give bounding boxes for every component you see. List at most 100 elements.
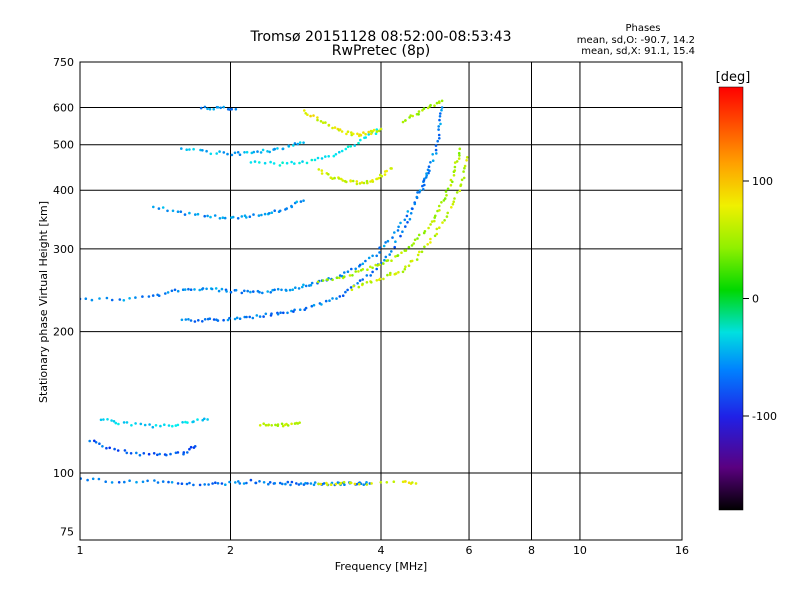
echo-point [301,285,304,289]
y-tick-label: 100 [53,467,74,480]
echo-point [341,294,345,298]
echo-point [222,105,225,109]
echo-point [335,297,338,300]
echo-point [453,165,457,169]
echo-point [392,480,396,484]
echo-point [298,308,302,312]
echo-point [266,150,269,153]
echo-point [370,281,373,284]
echo-point [264,312,268,316]
echo-point [375,279,379,282]
echo-point [356,132,359,136]
echo-point [276,424,280,428]
echo-point [258,480,261,483]
echo-point [416,191,419,194]
echo-point [123,449,127,452]
echo-point [437,204,441,208]
echo-point [183,213,187,216]
echo-point [161,480,165,483]
echo-point [272,162,276,165]
echo-point [364,132,367,136]
echo-point [269,291,273,294]
echo-point [369,265,372,269]
echo-point [378,263,382,266]
echo-point [443,197,447,200]
echo-point [438,115,442,118]
echo-point [181,421,184,424]
echo-point [304,284,308,288]
echo-point [332,154,336,158]
echo-point [463,166,466,170]
echo-point [320,169,324,172]
echo-point [374,132,378,135]
axis-ticks: 1 2 4 6 8 10 16 75 100 200 300 400 500 600 750 [53,56,689,557]
echo-point [339,481,343,485]
echo-point [310,281,314,285]
echo-point [289,483,292,487]
echo-point [215,152,218,155]
y-tick-label: 750 [53,56,74,69]
echo-point [352,132,355,136]
echo-point [226,318,230,322]
echo-point [458,147,462,151]
echo-point [321,121,325,124]
echo-point [384,241,387,244]
echo-point [243,289,246,293]
echo-point [157,294,161,298]
echo-point [147,452,151,456]
echo-point [358,482,361,486]
echo-point [352,284,356,288]
echo-point [412,242,416,245]
echo-point [262,315,265,318]
echo-point [125,421,129,424]
echo-point [203,483,206,486]
echo-point [255,314,259,317]
echo-point [248,315,251,319]
echo-point [354,270,358,273]
echo-point [197,319,200,322]
echo-point [328,299,331,303]
echo-point [106,418,109,421]
echo-point [440,201,443,204]
echo-point [182,451,186,454]
echo-point [400,251,403,254]
echo-point [196,212,200,216]
echo-point [346,145,350,149]
echo-point [376,264,379,267]
echo-point [459,183,463,186]
x-tick-label: 4 [378,544,385,557]
colorbar-ticks: 100 0 -100 [743,175,777,423]
echo-point [268,481,272,484]
echo-point [229,290,233,294]
echo-point [316,156,320,160]
echo-point [296,142,300,146]
echo-point [306,113,309,116]
echo-point [367,256,371,260]
echo-point [437,133,441,137]
echo-point [410,244,414,247]
echo-point [249,290,252,294]
echo-point [180,147,183,150]
echo-point [295,200,299,204]
echo-point [434,214,437,218]
echo-point [427,171,430,175]
echo-point [214,481,217,485]
echo-point [270,424,274,427]
echo-point [321,279,325,282]
echo-point [396,254,399,257]
echo-point [351,179,355,183]
echo-point [198,483,202,487]
echo-point [346,130,350,133]
echo-point [356,282,359,285]
echo-point [243,315,246,319]
echo-point [234,288,238,292]
echo-point [148,423,151,426]
echo-point [192,147,195,151]
echo-point [305,161,309,165]
x-tick-label: 2 [227,544,234,557]
echo-point [394,272,398,275]
echo-point [303,109,306,112]
echo-point [295,482,298,485]
echo-point [118,298,122,301]
echo-point [421,109,424,112]
